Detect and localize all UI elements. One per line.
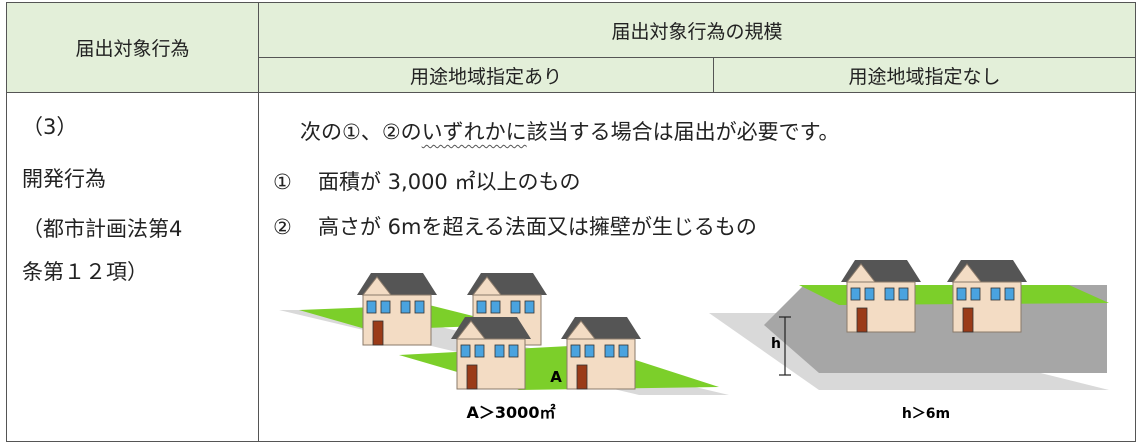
condition-text: 面積が 3,000 ㎡以上のもの bbox=[318, 170, 581, 194]
item-line: （都市計画法第4 bbox=[22, 217, 183, 241]
lead-emphasis: いずれかに bbox=[421, 120, 527, 144]
figure-label: h bbox=[771, 336, 781, 352]
house bbox=[450, 316, 532, 390]
condition-text: 高さが 6mを超える法面又は擁壁が生じるもの bbox=[318, 215, 757, 239]
header-with-zoning: 用途地域指定あり bbox=[258, 57, 714, 93]
header-scale: 届出対象行為の規模 bbox=[258, 2, 1136, 58]
condition-marker: ② bbox=[273, 215, 292, 239]
header-without-zoning: 用途地域指定なし bbox=[713, 57, 1136, 93]
item-line: 条第１２項） bbox=[22, 260, 148, 284]
figure-caption: A＞3000㎡ bbox=[467, 403, 556, 422]
figure-label: A bbox=[550, 368, 562, 386]
illustrations: A A＞3000㎡ h h＞6m bbox=[279, 259, 1109, 422]
item-line: 開発行為 bbox=[22, 167, 106, 191]
condition-marker: ① bbox=[273, 170, 292, 194]
item-line: （3） bbox=[22, 115, 78, 139]
house bbox=[946, 259, 1028, 333]
house bbox=[560, 316, 642, 390]
house bbox=[356, 272, 438, 346]
house bbox=[840, 259, 922, 333]
figure-caption: h＞6m bbox=[902, 406, 950, 422]
lead-text: 該当する場合は届出が必要です。 bbox=[526, 120, 840, 144]
header-action: 届出対象行為 bbox=[6, 2, 259, 93]
lead-text: 次の①、②の bbox=[300, 120, 422, 144]
lead: 次の①、②のいずれかに該当する場合は届出が必要です。 bbox=[300, 122, 840, 143]
